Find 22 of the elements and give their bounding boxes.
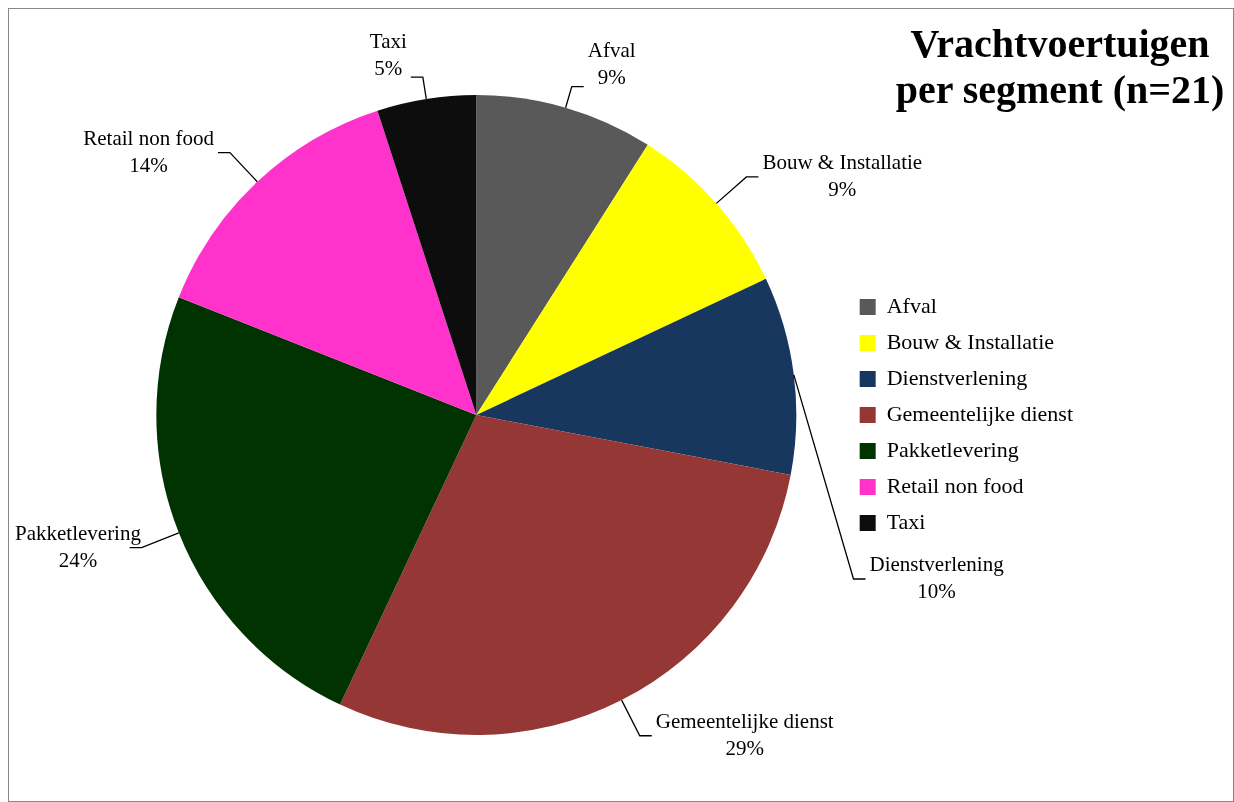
legend-label: Retail non food (886, 472, 1024, 498)
legend-label: Taxi (886, 508, 926, 534)
legend-label: Pakketlevering (886, 436, 1019, 462)
data-label: 9% (828, 176, 857, 201)
data-label: 10% (917, 579, 956, 604)
legend-label: Gemeentelijke dienst (886, 400, 1073, 426)
slice-label: Bouw & Installatie (762, 149, 923, 174)
legend-label: Afval (886, 292, 937, 318)
slice-label: Pakketlevering (15, 520, 142, 545)
data-label: 9% (597, 65, 626, 90)
chart-title: Vrachtvoertuigen per segment (n=21) (895, 21, 1225, 113)
slice-label: Gemeentelijke dienst (655, 708, 834, 733)
data-label: 24% (58, 547, 98, 572)
legend-label: Bouw & Installatie (886, 328, 1055, 354)
slice-label: Dienstverlening (869, 552, 1005, 577)
data-label: 14% (129, 152, 168, 177)
data-label: 29% (725, 735, 764, 760)
slice-label: Taxi (369, 28, 407, 53)
data-label: 5% (374, 55, 403, 80)
legend-label: Dienstverlening (886, 364, 1028, 390)
slice-label: Afval (587, 38, 636, 63)
slice-label: Retail non food (83, 125, 215, 150)
